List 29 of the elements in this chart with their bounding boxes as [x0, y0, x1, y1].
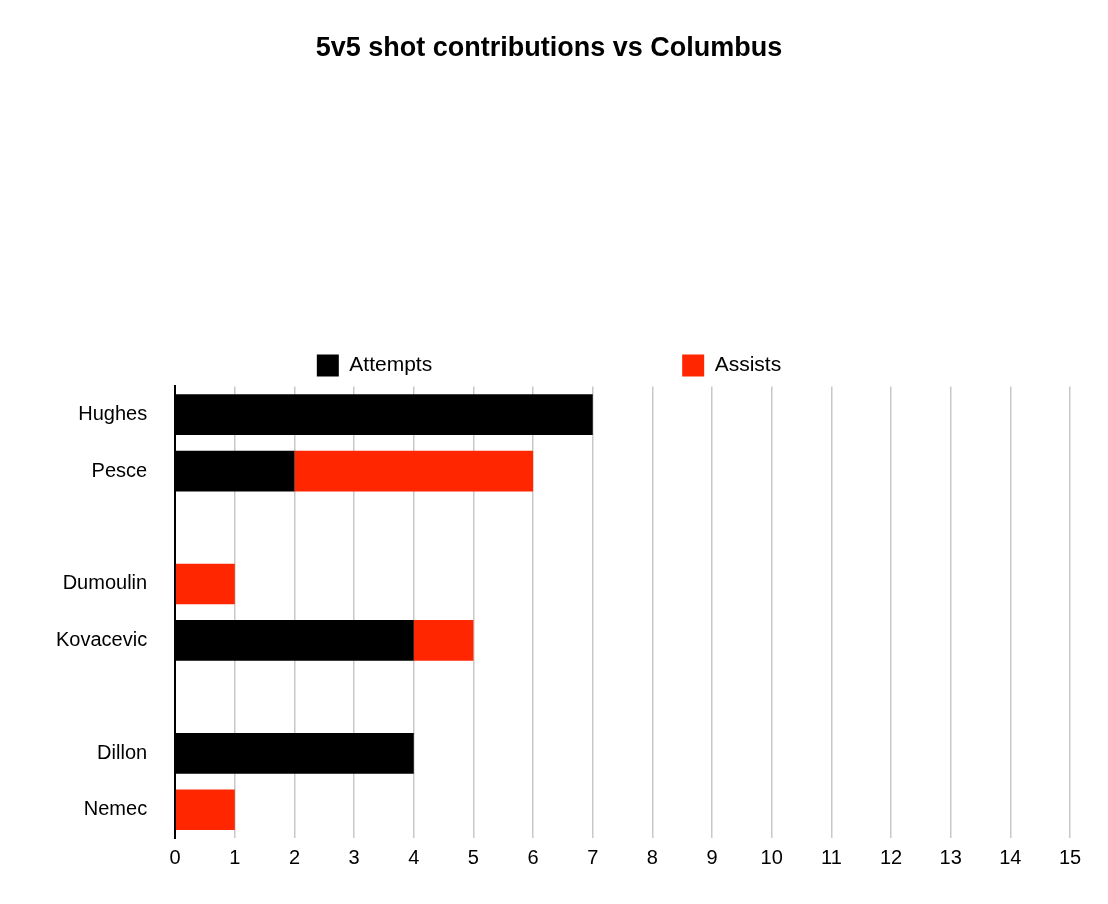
bar	[175, 789, 235, 831]
x-tick-label: 13	[939, 845, 962, 868]
x-tick-label: 2	[288, 845, 301, 868]
x-tick-label: 7	[587, 845, 599, 868]
x-tick-label: 0	[169, 845, 181, 868]
bar	[413, 620, 474, 661]
x-tick-label: 10	[760, 845, 783, 868]
legend-label: Attempts	[349, 352, 433, 376]
y-tick-label: Nemec	[83, 797, 148, 820]
y-tick-label: Hughes	[78, 402, 148, 425]
x-tick-label: 12	[879, 845, 903, 868]
legend-label: Assists	[714, 352, 782, 376]
y-tick-label: Dumoulin	[62, 571, 148, 594]
x-tick-label: 15	[1058, 845, 1082, 868]
y-tick-label: Dillon	[97, 740, 148, 763]
y-tick-label: Pesce	[91, 458, 148, 481]
bar	[294, 450, 534, 492]
x-tick-label: 8	[646, 845, 658, 868]
bar	[175, 563, 235, 605]
x-tick-label: 11	[820, 845, 842, 868]
x-tick-label: 4	[408, 845, 420, 868]
x-tick-label: 5	[467, 845, 479, 868]
x-tick-label: 6	[527, 845, 539, 868]
x-tick-label: 3	[348, 845, 360, 868]
chart-title: 5v5 shot contributions vs Columbus	[315, 31, 783, 62]
x-tick-label: 9	[706, 845, 718, 868]
x-tick-label: 1	[229, 845, 241, 868]
x-tick-label: 14	[999, 845, 1022, 868]
y-tick-label: Kovacevic	[56, 627, 148, 650]
